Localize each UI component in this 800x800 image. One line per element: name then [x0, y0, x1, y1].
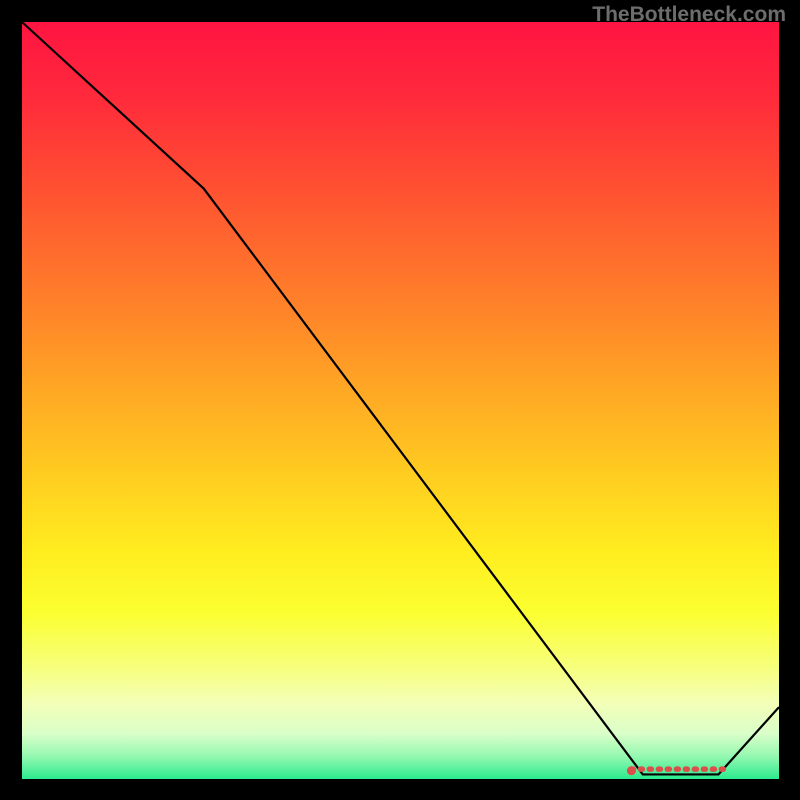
- chart-root: TheBottleneck.com: [0, 0, 800, 800]
- series-line: [22, 22, 779, 774]
- watermark-text: TheBottleneck.com: [592, 3, 786, 27]
- line-layer: [0, 0, 800, 800]
